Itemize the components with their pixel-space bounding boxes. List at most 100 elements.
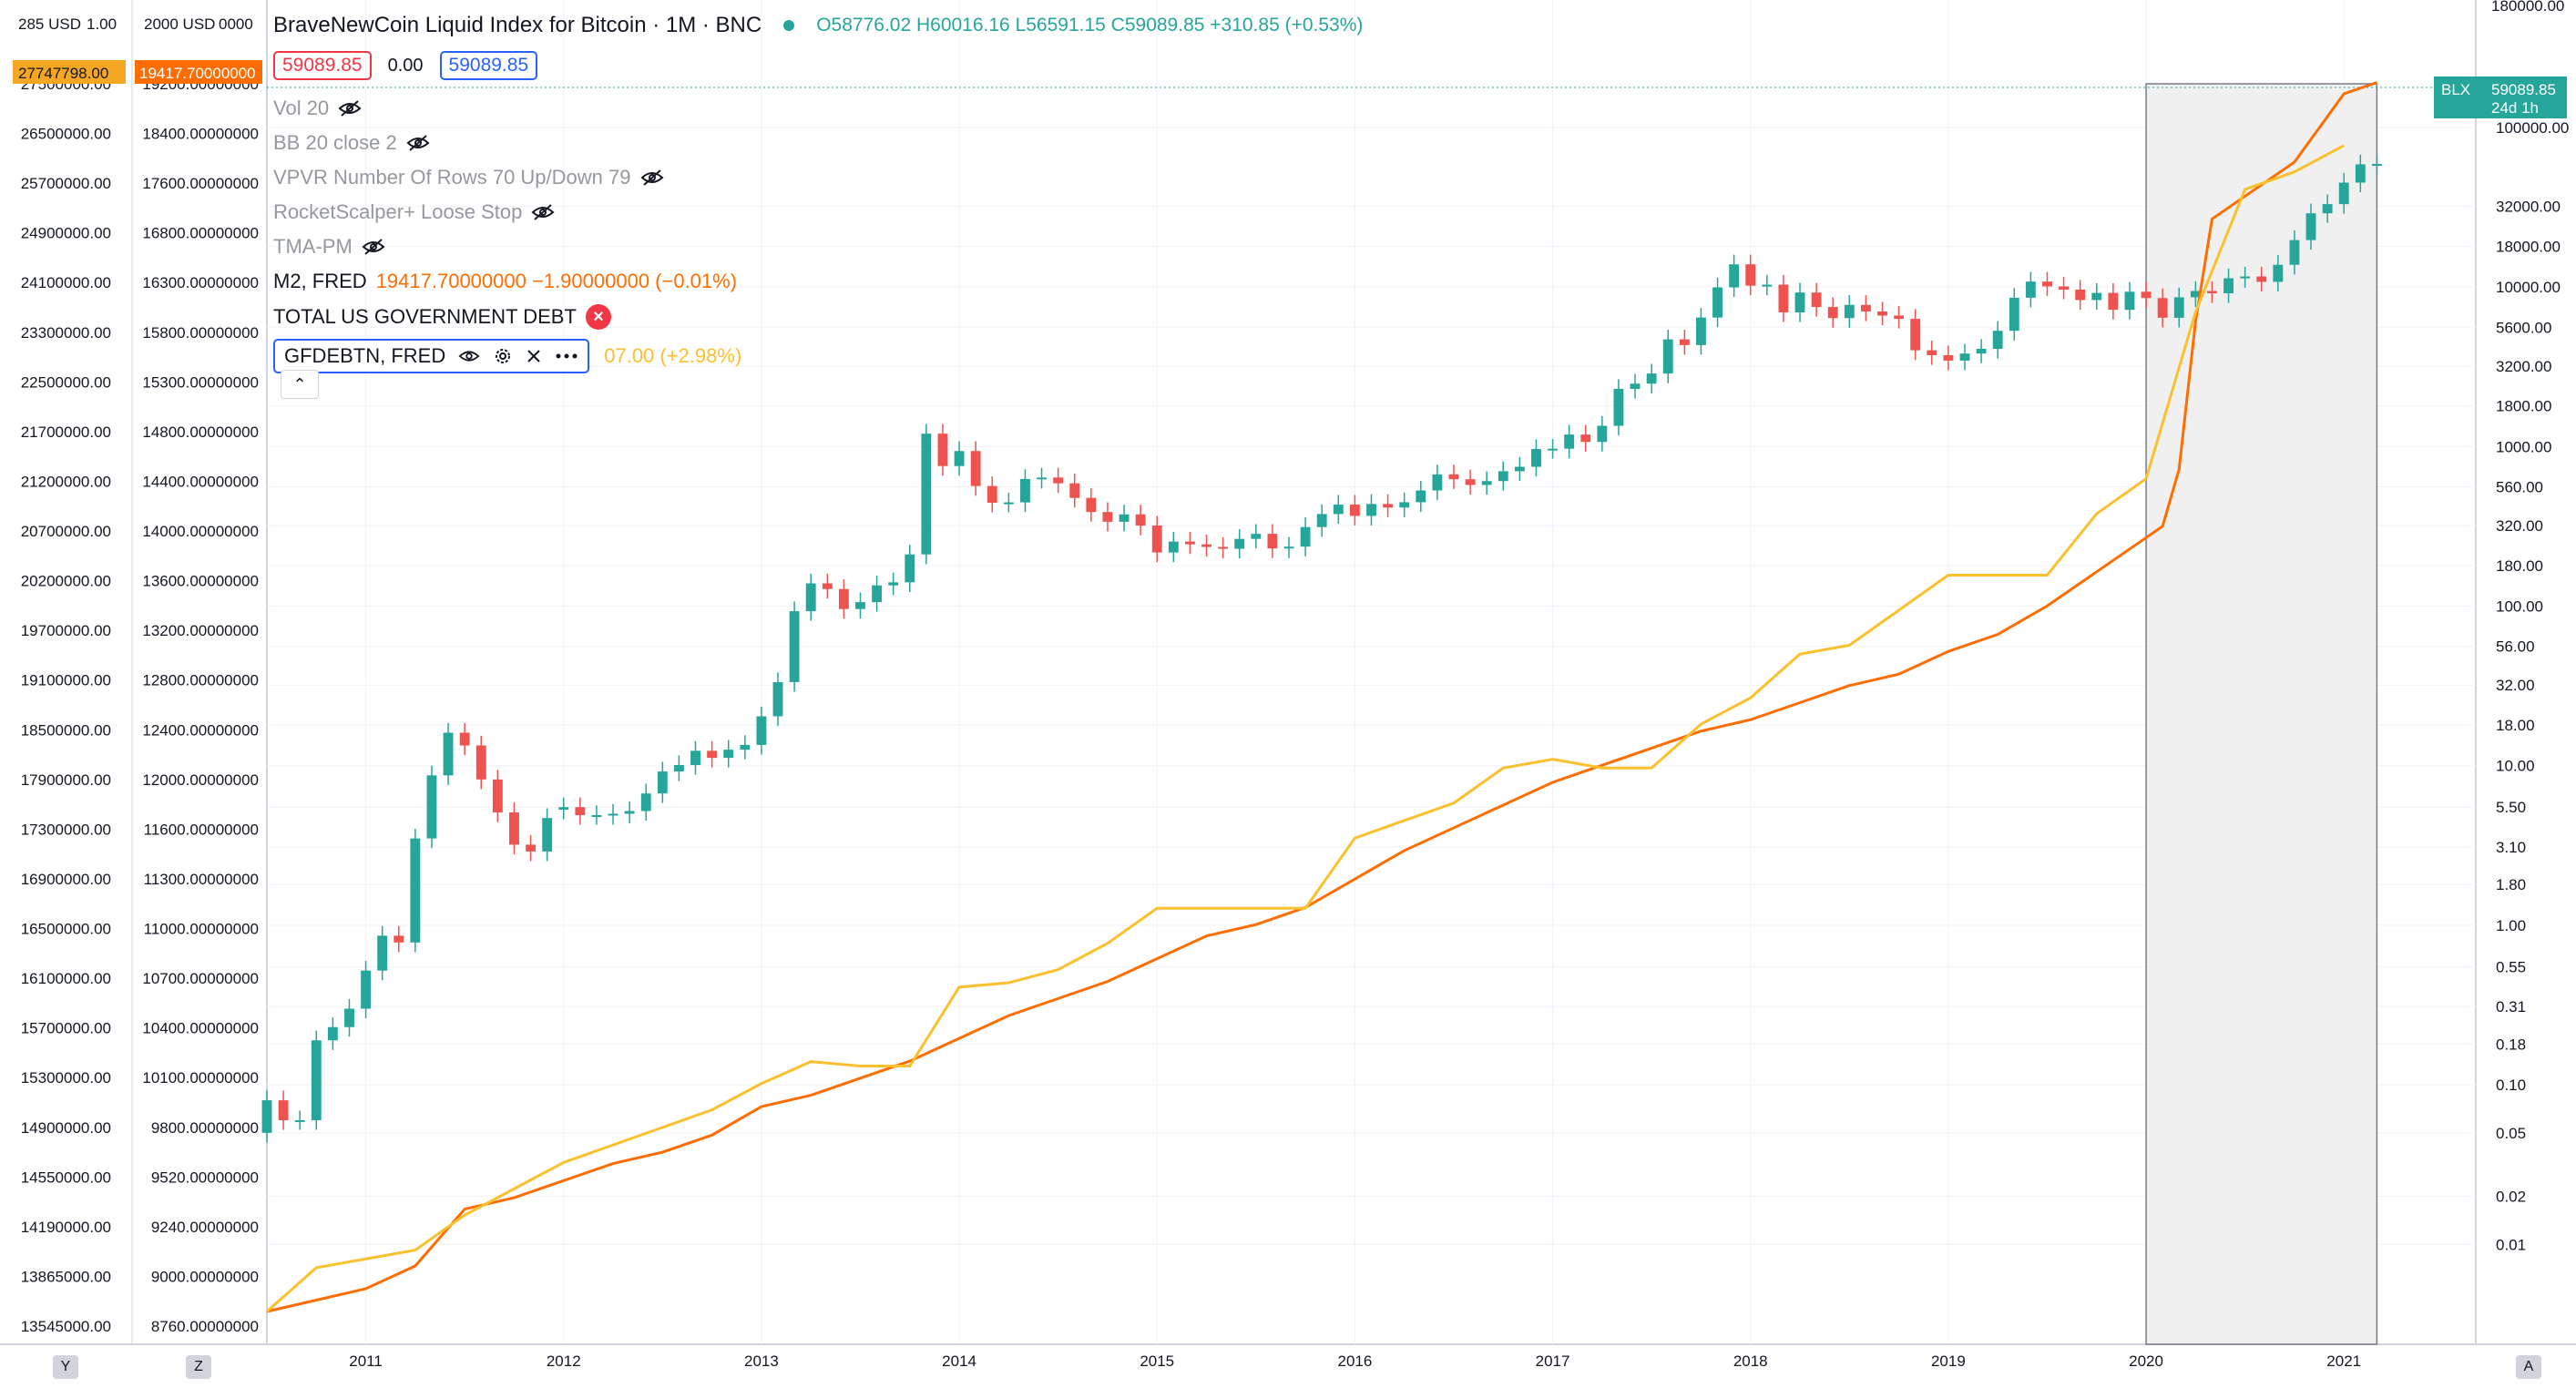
candle-body [459, 732, 470, 746]
candle-body [1794, 292, 1805, 312]
candle-body [1679, 339, 1690, 345]
eye-icon[interactable] [458, 348, 480, 364]
candle-body [2091, 292, 2102, 301]
candle-body [690, 750, 700, 765]
right-tick-label: 0.10 [2496, 1077, 2526, 1094]
right-tick-label: 5600.00 [2496, 319, 2551, 336]
candle-body [838, 588, 849, 609]
candle-body [608, 813, 618, 816]
grid-lines [267, 0, 2476, 1344]
left-axis-2-tick-label: 13200.00000000 [142, 622, 259, 639]
legend-debt[interactable]: TOTAL US GOVERNMENT DEBT × [273, 304, 611, 330]
candle-body [1745, 264, 1756, 286]
legend-m2[interactable]: M2, FRED 19417.70000000 −1.90000000 (−0.… [273, 270, 737, 293]
spread-value: 0.00 [387, 55, 424, 76]
symbol-title[interactable]: BraveNewCoin Liquid Index for Bitcoin · … [273, 13, 762, 37]
candle-body [2305, 213, 2316, 240]
legend-gfdebtn[interactable]: GFDEBTN, FRED 07.00 (+2.98%) [273, 339, 741, 373]
bottom-right-button[interactable]: A [2516, 1355, 2541, 1379]
right-tick-label: 180.00 [2496, 557, 2543, 575]
candle-body [2025, 281, 2036, 298]
x-tick-label: 2016 [1337, 1352, 1372, 1370]
right-tick-label: 1.00 [2496, 917, 2526, 934]
candle-body [278, 1100, 289, 1120]
candle-body [1778, 284, 1789, 312]
candle-body [1613, 388, 1624, 426]
candle-body [1696, 317, 1706, 345]
left-axis-panel-1[interactable] [0, 0, 132, 1344]
hidden-eye-icon[interactable] [362, 239, 385, 255]
close-icon[interactable] [526, 348, 542, 364]
candle-body [1514, 466, 1525, 472]
x-tick-label: 2018 [1733, 1352, 1768, 1370]
left-axis-2-tick-label: 14400.00000000 [142, 473, 259, 490]
left-axis-1-tick-label: 15300000.00 [21, 1069, 111, 1087]
right-axis-ticks: 100000.00 32000.00 18000.00 10000.00 5600.00… [2496, 119, 2569, 1253]
hidden-eye-icon[interactable] [406, 135, 430, 151]
left-axis-2-tick-label: 12400.00000000 [142, 721, 259, 739]
right-tick-label: 1.80 [2496, 876, 2526, 893]
indicator-bb[interactable]: BB 20 close 2 [273, 131, 430, 155]
candle-body [657, 771, 668, 794]
candle-body [986, 485, 997, 503]
candle-body [673, 764, 684, 772]
bottom-left-button-2[interactable]: Z [186, 1355, 211, 1379]
candle-body [2190, 291, 2201, 298]
left-axis-2-tick-label: 10400.00000000 [142, 1020, 259, 1037]
left-axis-2-tick-label: 12800.00000000 [142, 672, 259, 689]
right-tick-label: 0.02 [2496, 1189, 2526, 1206]
candle-body [1597, 425, 1608, 443]
left-axis-1-tick-label: 20700000.00 [21, 523, 111, 540]
candle-body [1383, 504, 1394, 508]
candle-body [2240, 276, 2251, 279]
indicator-vol[interactable]: Vol 20 [273, 97, 362, 120]
gear-icon[interactable] [493, 346, 513, 366]
left-axis-1-badge [13, 60, 126, 84]
x-tick-label: 2019 [1931, 1352, 1966, 1370]
left-axis-1-unit: 285 USD [18, 15, 81, 33]
candle-body [1119, 514, 1130, 522]
candle-body [1135, 514, 1146, 526]
remove-icon[interactable]: × [585, 304, 611, 330]
candle-body [1498, 471, 1508, 482]
left-axis-1-tick-label: 19100000.00 [21, 672, 111, 689]
left-axis-2-tick-label: 14000.00000000 [142, 523, 259, 540]
indicator-rocketscalper[interactable]: RocketScalper+ Loose Stop [273, 200, 555, 224]
candle-body [2157, 298, 2168, 318]
x-tick-label: 2013 [744, 1352, 779, 1370]
left-axis-2-top: 0000 [219, 15, 253, 33]
more-icon[interactable] [555, 352, 578, 361]
left-axis-1-tick-label: 25700000.00 [21, 175, 111, 192]
left-axis-2-tick-label: 9240.00000000 [151, 1219, 259, 1236]
hidden-eye-icon[interactable] [531, 204, 555, 220]
left-axis-1-tick-label: 24900000.00 [21, 225, 111, 242]
x-tick-label: 2017 [1536, 1352, 1570, 1370]
candle-body [1943, 354, 1954, 361]
gfdebtn-line [266, 144, 2345, 1313]
left-axis-panel-2[interactable] [132, 0, 267, 1344]
indicator-vpvr[interactable]: VPVR Number Of Rows 70 Up/Down 79 [273, 166, 664, 189]
right-tick-label: 10000.00 [2496, 279, 2561, 296]
gfdebtn-toolbar[interactable]: GFDEBTN, FRED [273, 339, 590, 373]
last-price-countdown: 24d 1h [2491, 99, 2539, 117]
bottom-left-button-1[interactable]: Y [53, 1355, 78, 1379]
hidden-eye-icon[interactable] [640, 169, 664, 186]
candle-body [2173, 297, 2184, 318]
candle-body [1844, 304, 1855, 319]
candle-body [1959, 353, 1970, 361]
right-axis-top: 180000.00 [2491, 0, 2564, 15]
candle-body [1877, 311, 1887, 316]
candle-body [1316, 514, 1327, 527]
buy-button[interactable]: 59089.85 [439, 51, 538, 80]
candle-body [2059, 286, 2070, 291]
x-tick-label: 2011 [349, 1352, 383, 1370]
collapse-legend-button[interactable]: ⌃ [281, 370, 319, 399]
candle-body [261, 1100, 272, 1133]
candle-body [2042, 281, 2052, 287]
left-axis-1-tick-label: 21700000.00 [21, 424, 111, 441]
left-axis-1-tick-label: 20200000.00 [21, 573, 111, 590]
indicator-tma[interactable]: TMA-PM [273, 235, 385, 259]
hidden-eye-icon[interactable] [338, 100, 362, 117]
sell-button[interactable]: 59089.85 [273, 51, 372, 80]
